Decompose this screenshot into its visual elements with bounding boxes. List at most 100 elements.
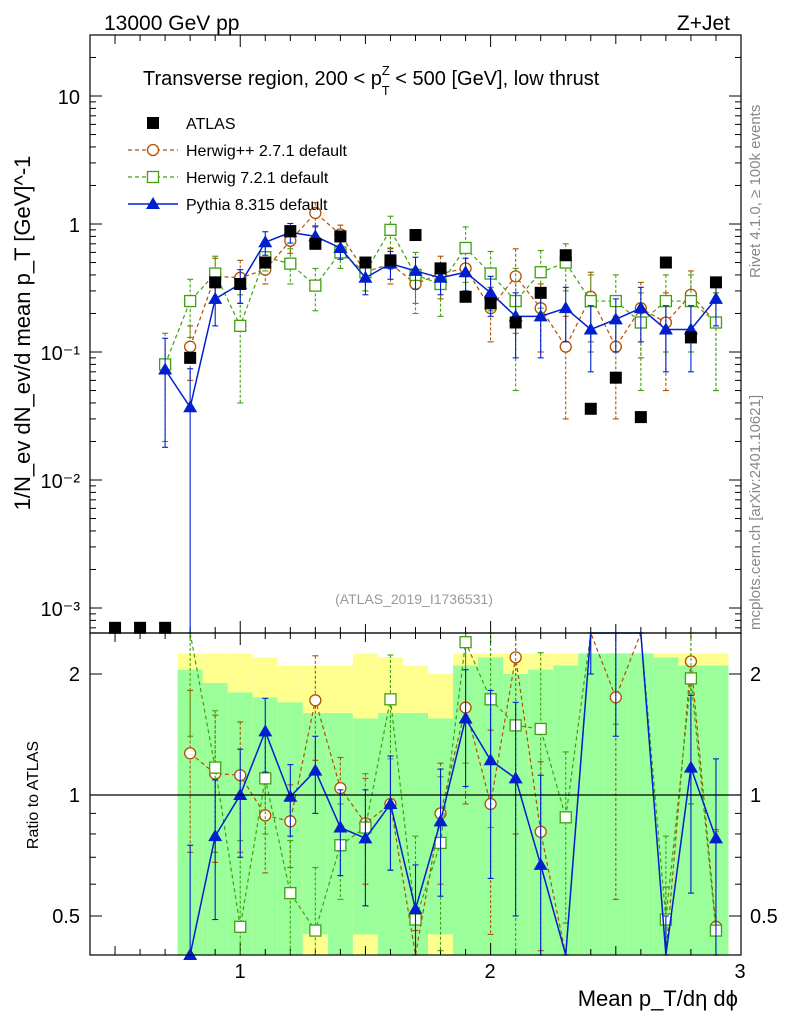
ratio-point-herwig-7-2-1-default	[284, 886, 297, 900]
ratio-y-tick-0.5: 0.5	[52, 906, 80, 928]
rivet-version-label: Rivet 4.1.0, ≥ 100k events	[747, 105, 764, 278]
ratio-band-green	[653, 657, 679, 955]
ratio-point-herwig-7-2-1-default	[459, 636, 472, 649]
ratio-point-pythia-8-315-default	[433, 814, 448, 827]
data-point-pythia-8-315-default	[608, 312, 623, 325]
ratio-band-green	[628, 653, 654, 955]
ratio-y-tick-0.5-right: 0.5	[750, 906, 778, 928]
ratio-point-pythia-8-315-default	[208, 829, 223, 842]
data-point-herwig-7-2-1-default	[659, 294, 673, 308]
ratio-point-herwig-7-2-1-default	[234, 920, 247, 933]
ratio-point-pythia-8-315-default	[483, 753, 498, 766]
ratio-point-pythia-8-315-default	[683, 760, 698, 773]
legend-pythia-marker	[146, 197, 160, 209]
ratio-line-herwig-7-2-1-default	[189, 632, 717, 932]
ratio-point-herwig-7-2-1-default	[684, 672, 698, 685]
x-tick-label-2: 2	[484, 961, 495, 983]
ratio-point-pythia-8-315-default	[458, 711, 473, 724]
data-point-herwig-2-7-1-default	[559, 340, 572, 353]
data-point-pythia-8-315-default	[258, 235, 273, 248]
mcplots-label: mcplots.cern.ch [arXiv:2401.10621]	[747, 395, 764, 630]
main-axis-ticks	[89, 35, 742, 633]
data-point-pythia-8-315-default	[208, 291, 223, 304]
ratio-point-herwig-2-7-1-default	[259, 809, 272, 822]
legend-atlas-label: ATLAS	[186, 116, 236, 133]
ratio-point-pythia-8-315-default	[233, 788, 248, 800]
ratio-point-herwig-7-2-1-default	[384, 693, 397, 706]
data-point-atlas	[384, 254, 397, 267]
series-line-herwig-2-7-1-default	[189, 212, 717, 348]
ratio-point-pythia-8-315-default	[533, 857, 548, 870]
data-point-atlas	[634, 411, 647, 424]
ratio-point-pythia-8-315-default	[708, 831, 723, 844]
data-point-herwig-7-2-1-default	[234, 319, 247, 333]
series-herwig-7-2-1-default	[158, 215, 723, 443]
series-atlas	[109, 225, 722, 634]
ratio-y-tick-2: 2	[69, 664, 80, 686]
data-point-atlas	[559, 249, 572, 262]
legend-atlas-marker	[147, 117, 159, 129]
ratio-band-green	[553, 665, 579, 955]
ratio-line-herwig-2-7-1-default	[189, 632, 717, 956]
data-point-atlas	[409, 229, 422, 242]
data-point-atlas	[184, 351, 197, 364]
data-point-herwig-2-7-1-default	[309, 206, 322, 220]
ratio-point-pythia-8-315-default	[258, 724, 273, 737]
data-point-pythia-8-315-default	[583, 322, 598, 335]
chart-title-prefix: Transverse region, 200 < p	[143, 68, 382, 90]
data-point-herwig-7-2-1-default	[584, 294, 597, 308]
data-point-atlas	[359, 256, 372, 269]
ratio-point-pythia-8-315-default	[358, 831, 373, 844]
data-point-atlas	[309, 237, 322, 250]
ratio-y-tick-2-right: 2	[750, 664, 761, 686]
ratio-point-herwig-7-2-1-default	[209, 761, 222, 774]
chart-title-suffix: < 500 [GeV], low thrust	[390, 68, 600, 90]
ratio-point-pythia-8-315-default	[308, 763, 323, 776]
data-point-pythia-8-315-default	[533, 309, 548, 322]
data-point-atlas	[434, 262, 447, 275]
x-tick-label-1: 1	[234, 961, 245, 983]
data-point-pythia-8-315-default	[408, 263, 423, 276]
data-point-atlas	[284, 225, 297, 238]
data-point-herwig-7-2-1-default	[684, 294, 698, 308]
chart-title-sub: T	[382, 83, 390, 98]
legend-pythia-label: Pythia 8.315 default	[186, 197, 328, 214]
legend-herwigpp-marker	[146, 143, 160, 157]
ratio-point-herwig-2-7-1-default	[509, 651, 522, 664]
data-point-atlas	[534, 286, 547, 299]
ratio-panel: 0.5 1 2 0.5 1 2 1 2 3 Ratio to ATLAS Mea…	[25, 632, 778, 1011]
ratio-point-pythia-8-315-default	[383, 796, 398, 809]
y-tick-label-0.01: 10⁻²	[41, 471, 81, 493]
ratio-frame	[89, 632, 742, 956]
data-point-pythia-8-315-default	[558, 301, 573, 314]
chart-title-sup: Z	[382, 63, 390, 78]
data-point-pythia-8-315-default	[708, 291, 723, 304]
data-point-pythia-8-315-default	[333, 240, 348, 253]
data-point-herwig-7-2-1-default	[184, 294, 197, 308]
data-point-atlas	[459, 290, 472, 303]
y-tick-label-0.001: 10⁻³	[41, 599, 81, 621]
ratio-point-pythia-8-315-default	[283, 789, 298, 802]
legend-herwig72-label: Herwig 7.2.1 default	[186, 170, 329, 187]
data-point-pythia-8-315-default	[433, 270, 448, 283]
data-point-herwig-7-2-1-default	[309, 279, 322, 292]
ratio-point-herwig-7-2-1-default	[259, 772, 272, 785]
data-point-atlas	[109, 621, 122, 634]
series-line-herwig-7-2-1-default	[164, 228, 717, 365]
data-point-atlas	[234, 277, 247, 290]
analysis-tag: (ATLAS_2019_I1736531)	[335, 591, 493, 607]
ratio-point-pythia-8-315-default	[408, 902, 423, 915]
ratio-point-herwig-2-7-1-default	[184, 747, 197, 760]
data-point-pythia-8-315-default	[458, 265, 473, 278]
data-point-atlas	[484, 297, 497, 310]
xlabel: Mean p_T/dη dϕ	[578, 986, 738, 1011]
main-ylabel: 1/N_ev dN_ev/d mean p_T [GeV]^-1	[10, 156, 35, 511]
ratio-point-herwig-2-7-1-default	[309, 694, 322, 707]
ratio-point-herwig-7-2-1-default	[559, 811, 572, 824]
data-point-atlas	[609, 371, 622, 384]
main-series-layer	[109, 202, 723, 634]
ratio-y-tick-1: 1	[69, 785, 80, 807]
x-tick-label-3: 3	[734, 961, 745, 983]
data-point-atlas	[659, 256, 672, 269]
